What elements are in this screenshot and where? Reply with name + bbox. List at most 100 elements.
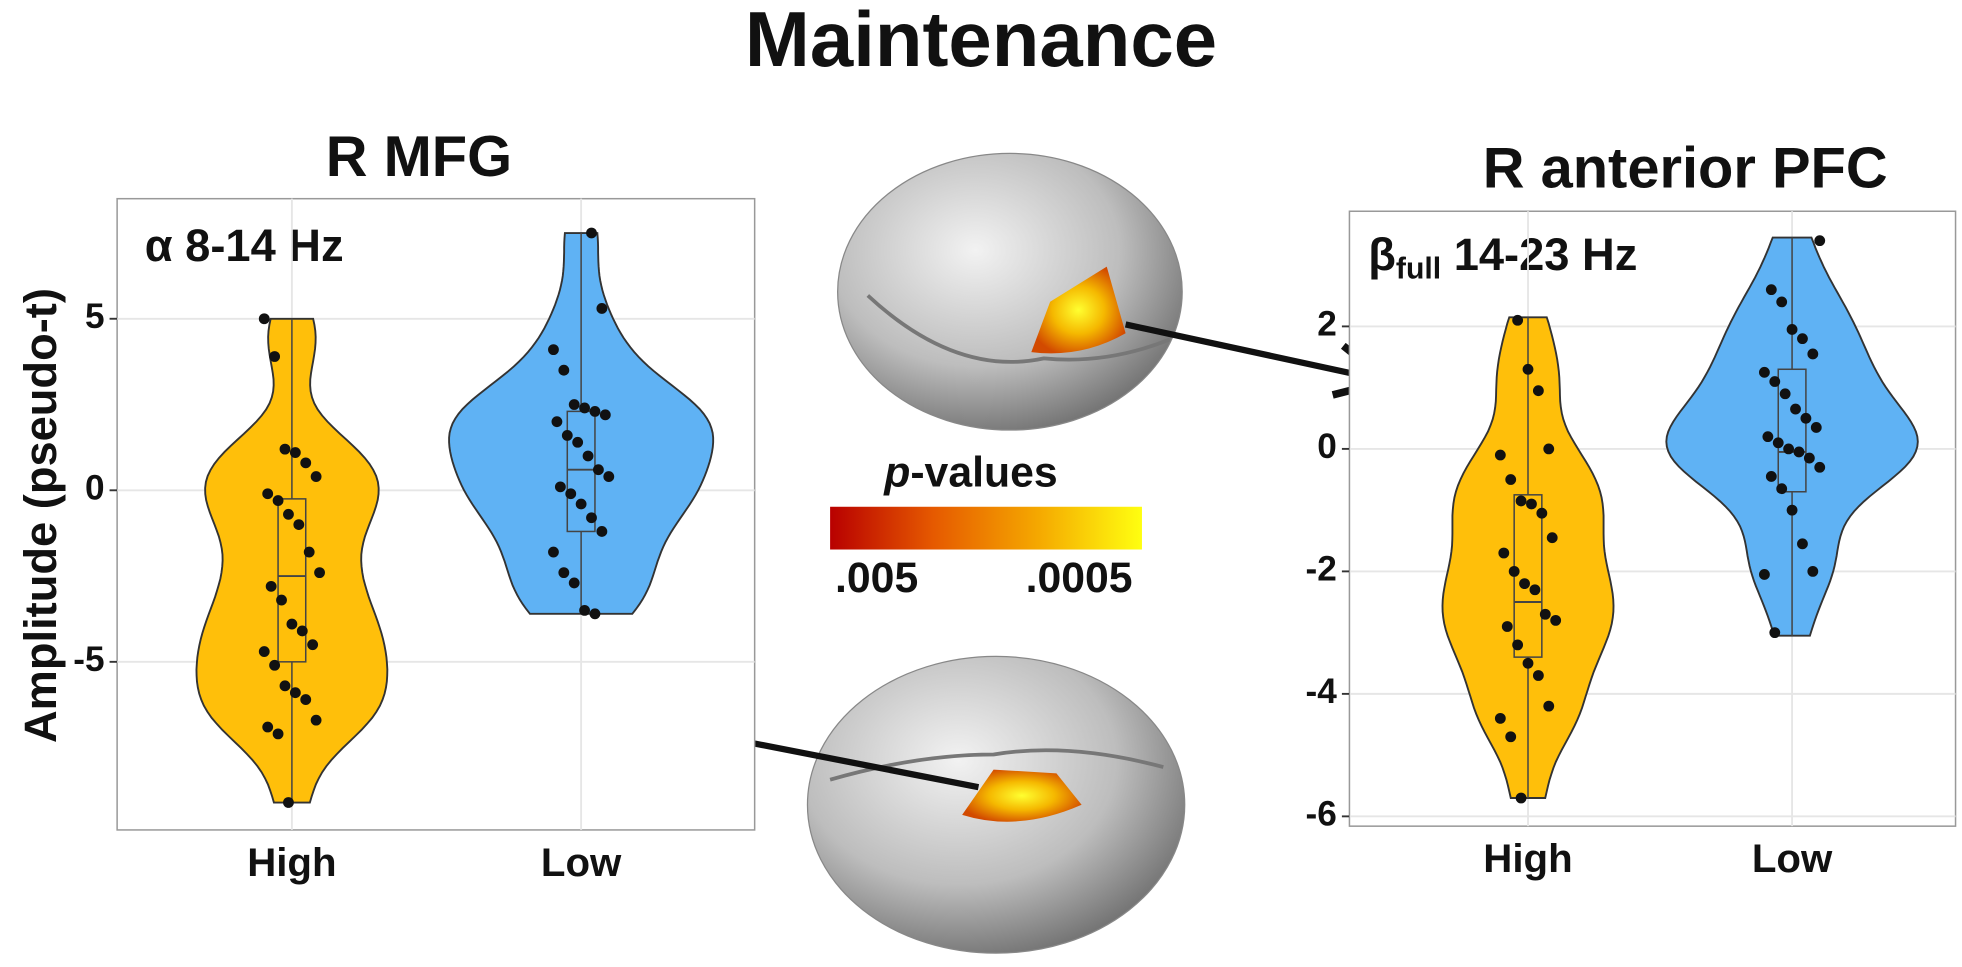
data-point [1512,314,1524,326]
data-point [1494,449,1506,461]
colorbar-tick: .005 [835,554,918,602]
data-point [1526,498,1537,510]
data-point [1776,296,1788,308]
data-point [1776,483,1788,495]
data-point [561,429,573,441]
data-point [586,227,597,239]
colorbar-label: p-values [883,449,1057,497]
annotation-part: β [1368,229,1396,280]
data-point [1790,403,1801,415]
data-point [572,436,584,448]
data-point [1498,547,1510,559]
plot-panel [1348,210,1957,827]
data-point [1800,412,1812,424]
data-point [586,512,597,524]
y-tick-label: 0 [85,469,105,508]
x-tick-label: Low [1752,836,1833,881]
data-point [1494,712,1506,724]
data-point [1803,452,1815,464]
chart: R anterior PFC βfull 14-23 Hz -6 -4 -2 0 2 High… [1306,137,1957,881]
annotation: α 8-14 Hz [145,220,344,271]
y-tick-label: -2 [1306,550,1337,589]
x-tick-label: Low [541,840,622,885]
data-point [1765,284,1777,296]
data-point [558,364,570,376]
violin [1441,316,1615,799]
chart: R MFG α 8-14 Hz Amplitude (pseudo-t) -5 0 5 Hi… [15,125,756,885]
annotation: βfull 14-23 Hz [1368,229,1637,286]
data-point [269,351,281,362]
data-point [558,567,570,579]
colorbar-label-italic: p [883,449,910,497]
data-point [1512,639,1524,651]
data-point [1786,324,1798,335]
data-point [1505,731,1517,743]
data-point [1786,504,1798,516]
data-point [1515,792,1527,804]
data-point [579,402,590,414]
data-point [596,526,608,537]
data-point [293,519,305,531]
data-point [1769,376,1781,387]
data-point [568,577,580,589]
data-point [1532,670,1544,681]
data-point [599,409,611,421]
data-point [1765,471,1777,482]
colorbar [830,506,1142,550]
data-point [1505,474,1517,485]
data-point [310,714,322,726]
data-point [1543,700,1555,712]
data-point [565,488,577,500]
data-point [596,303,608,314]
data-point [258,313,270,325]
data-point [262,721,274,733]
data-point [548,344,559,356]
data-point [283,797,294,808]
data-point [1814,461,1826,473]
data-point [269,659,281,671]
data-point [1779,388,1791,400]
colorbar-tick: .0005 [1026,554,1133,602]
data-point [1532,385,1544,397]
box [277,498,307,663]
data-point [1797,538,1808,550]
data-point [1546,532,1558,544]
data-point [1810,422,1822,433]
x-tick-label: High [1483,836,1572,881]
y-tick-label: -4 [1306,672,1338,711]
annotation-part: full [1396,252,1441,285]
violin [1665,236,1919,637]
x-tick-label: High [247,840,336,885]
data-point [593,464,604,476]
data-point [258,646,270,657]
data-point [1522,363,1534,375]
data-point [1769,627,1781,639]
data-point [314,567,325,579]
data-point [1772,437,1784,449]
data-point [1519,578,1530,590]
data-point [310,471,322,482]
data-point [265,580,277,592]
data-point [1501,621,1513,632]
data-point [289,687,301,699]
y-tick-label: 5 [85,297,105,336]
data-point [279,443,291,455]
data-point [300,457,312,469]
data-point [575,498,587,510]
figure-title: Maintenance [745,0,1217,83]
data-point [1536,507,1548,519]
data-point [603,471,615,482]
data-point [551,416,563,428]
data-point [582,450,594,462]
data-point [300,694,312,705]
y-tick-label: -5 [73,640,104,679]
data-point [1543,443,1555,455]
data-point [1797,333,1808,345]
data-point [1807,348,1819,360]
data-point [1759,569,1770,580]
data-point [1522,657,1534,669]
data-point [1508,565,1520,577]
violin [195,317,389,804]
